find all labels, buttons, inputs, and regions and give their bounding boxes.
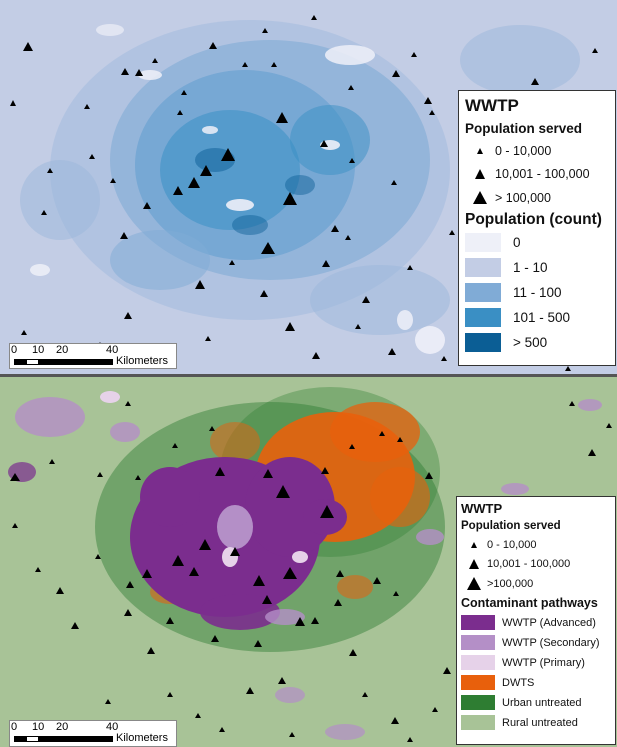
legend-swatch (465, 282, 501, 302)
small-triangle-icon (477, 147, 483, 154)
scale-tick-label: 0 (11, 344, 18, 356)
panel-divider (0, 374, 617, 377)
legend-swatch (461, 695, 495, 710)
legend-class-2: WWTP (Primary) (461, 653, 611, 673)
legend-swatch (461, 635, 495, 650)
legend-symbol-small: 0 - 10,000 (461, 535, 611, 555)
legend-title: WWTP (465, 96, 519, 115)
scale-segments (14, 736, 113, 742)
scale-tick-label: 40 (106, 721, 119, 733)
scale-tick-label: 0 (11, 721, 18, 733)
top-scale-bar: 0 10 20 40 Kilometers (9, 343, 177, 369)
wwtp-points (10, 15, 598, 371)
legend-class-1: 1 - 10 (465, 255, 609, 280)
scale-segments (14, 359, 113, 365)
legend-symbol-large: >100,000 (461, 574, 611, 594)
small-triangle-icon (471, 541, 477, 548)
legend-swatch (461, 615, 495, 630)
scale-unit: Kilometers (116, 732, 168, 744)
legend-symbol-medium: 10,001 - 100,000 (461, 555, 611, 575)
contaminant-pathways-map: WWTP Population served 0 - 10,000 10,001… (0, 377, 617, 747)
scale-tick-label: 10 (32, 344, 45, 356)
legend-swatch (465, 232, 501, 252)
legend-class-5: Rural untreated (461, 713, 611, 733)
legend-symbols-heading: Population served (461, 520, 561, 532)
legend-symbols-heading: Population served (465, 121, 583, 136)
scale-tick-label: 40 (106, 344, 119, 356)
population-density-map: WWTP Population served 0 - 10,000 10,001… (0, 0, 617, 374)
legend-swatch (465, 307, 501, 327)
population-raster (0, 0, 617, 374)
scale-tick-label: 10 (32, 721, 45, 733)
legend-swatch (465, 332, 501, 352)
scale-tick-label: 20 (56, 344, 69, 356)
legend-classes-heading: Contaminant pathways (461, 595, 598, 610)
legend-class-1: WWTP (Secondary) (461, 633, 611, 653)
legend-class-0: 0 (465, 230, 609, 255)
legend-symbol-large: > 100,000 (465, 186, 609, 210)
large-triangle-icon (473, 191, 487, 205)
bottom-map-legend: WWTP Population served 0 - 10,000 10,001… (456, 496, 616, 745)
legend-class-4: Urban untreated (461, 693, 611, 713)
legend-swatch (461, 715, 495, 730)
top-map-legend: WWTP Population served 0 - 10,000 10,001… (458, 90, 616, 366)
wwtp-points (10, 401, 612, 742)
legend-class-0: WWTP (Advanced) (461, 613, 611, 633)
legend-class-3: DWTS (461, 673, 611, 693)
legend-class-2: 11 - 100 (465, 280, 609, 305)
legend-swatch (465, 257, 501, 277)
legend-symbol-medium: 10,001 - 100,000 (465, 163, 609, 187)
medium-triangle-icon (475, 169, 485, 180)
legend-classes-heading: Population (count) (465, 210, 602, 228)
legend-class-4: > 500 (465, 330, 609, 355)
medium-triangle-icon (469, 559, 479, 570)
legend-swatch (461, 675, 495, 690)
scale-unit: Kilometers (116, 355, 168, 367)
bottom-scale-bar: 0 10 20 40 Kilometers (9, 720, 177, 747)
legend-swatch (461, 655, 495, 670)
scale-tick-label: 20 (56, 721, 69, 733)
legend-title: WWTP (461, 501, 503, 516)
legend-symbol-small: 0 - 10,000 (465, 139, 609, 163)
large-triangle-icon (467, 577, 481, 591)
legend-class-3: 101 - 500 (465, 305, 609, 330)
